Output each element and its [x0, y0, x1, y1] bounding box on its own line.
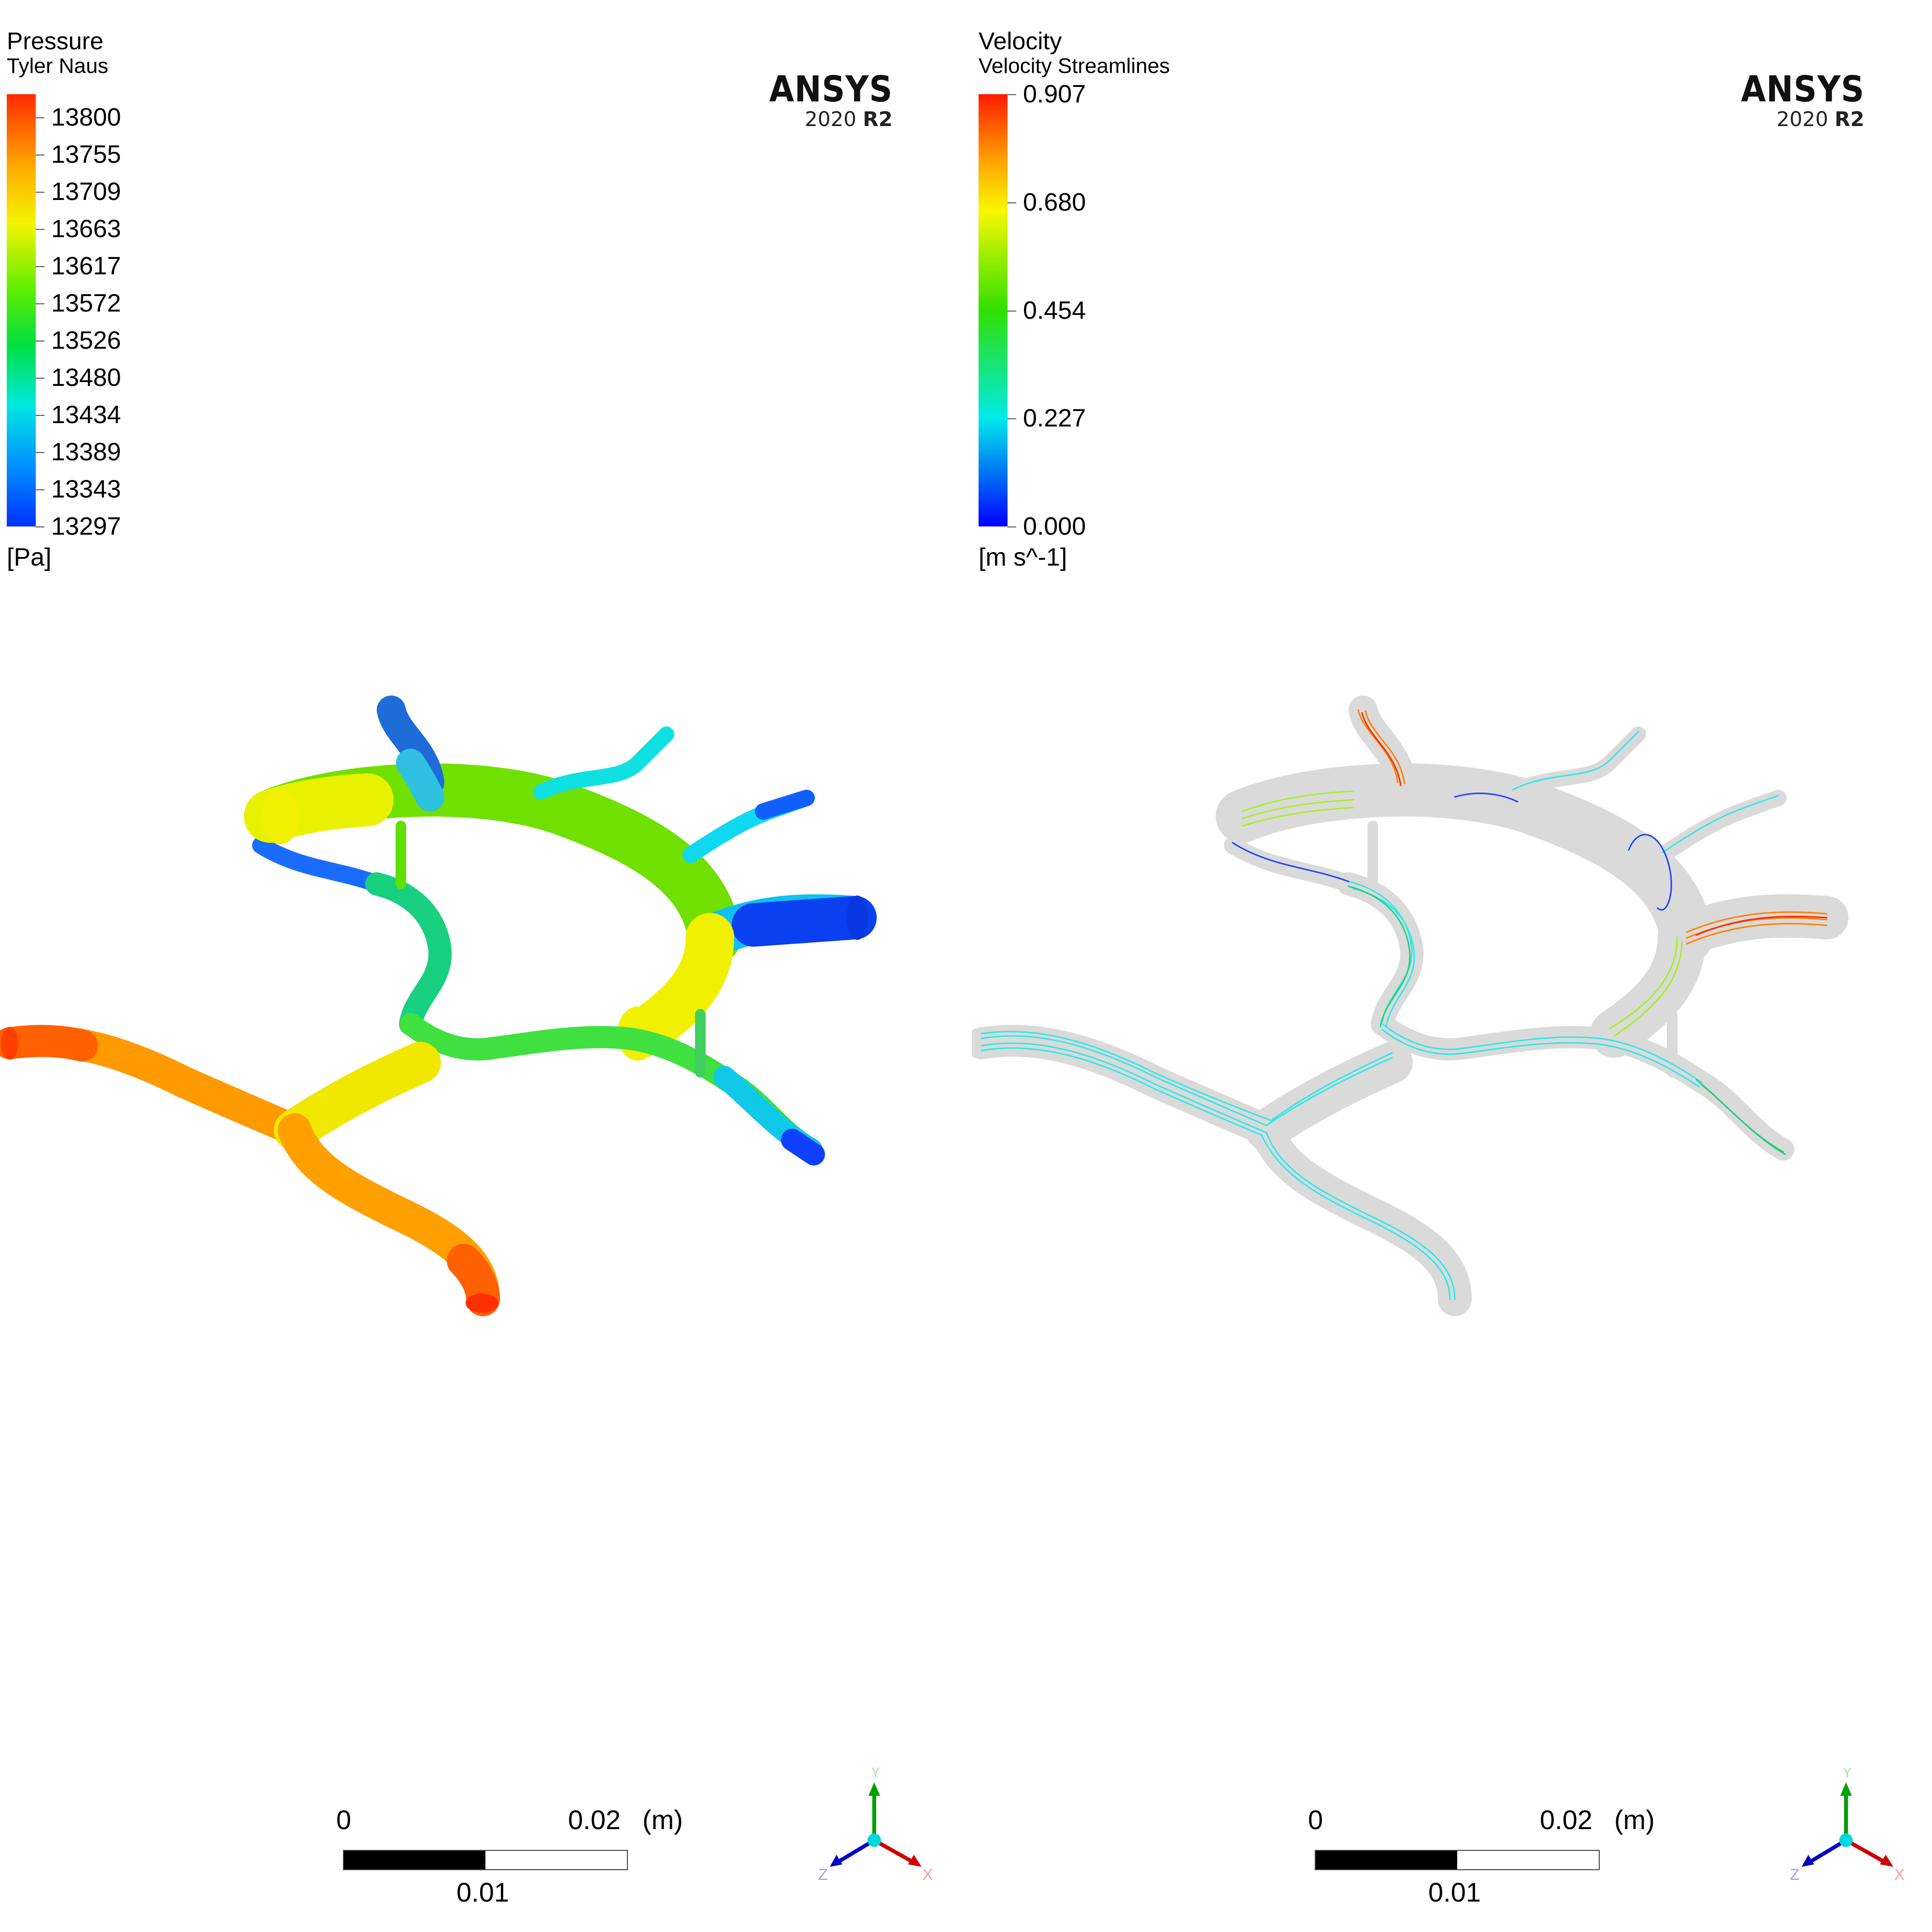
legend-tick-label: 13480 [51, 364, 121, 392]
legend-tick-mark [36, 415, 44, 416]
logo-name: ANSYS [769, 69, 893, 110]
legend-subtitle: Tyler Naus [7, 54, 109, 78]
legend-tick-label: 13663 [51, 215, 121, 243]
scale-max: 0.02 [568, 1804, 621, 1835]
legend-tick-label: 13434 [51, 401, 121, 429]
legend-tick-label: 0.454 [1023, 296, 1086, 325]
pressure-legend-ticks: 13800 13755 13709 13663 13617 13572 13526 13480… [36, 94, 161, 539]
legend-tick-mark [1008, 202, 1016, 203]
legend-tick-label: 13617 [51, 252, 121, 281]
scale-zero: 0 [1308, 1804, 1323, 1835]
triad-x-label: X [923, 1866, 933, 1883]
legend-tick-label: 13800 [51, 103, 121, 132]
triad-y-label: Y [1842, 1768, 1852, 1781]
vessel-shell [972, 696, 1848, 1316]
scale-max: 0.02 [1540, 1804, 1592, 1835]
legend-tick-mark [36, 155, 44, 156]
legend-unit: [m s^-1] [979, 543, 1067, 571]
vessel-branch-upper-left [252, 837, 385, 893]
legend-tick-mark [1008, 418, 1016, 420]
legend-tick-mark [36, 526, 44, 527]
legend-tick-label: 13526 [51, 327, 121, 355]
legend-unit: [Pa] [7, 543, 52, 571]
scale-unit: (m) [642, 1804, 683, 1835]
logo-release: R2 [1834, 107, 1864, 131]
legend-tick-mark [36, 489, 44, 491]
scale-bar-graphic [343, 1850, 628, 1870]
legend-tick-label: 0.000 [1023, 512, 1086, 540]
legend-tick-label: 13343 [51, 475, 121, 504]
scale-bar: 0 0.02 (m) 0.01 [1308, 1804, 1672, 1913]
pressure-contour-model[interactable] [0, 667, 956, 1372]
scale-unit: (m) [1614, 1804, 1655, 1835]
legend-tick-mark [36, 229, 44, 230]
vessel-descending-right [618, 913, 734, 1058]
legend-tick-label: 13389 [51, 438, 121, 467]
triad-z-label: Z [1790, 1866, 1800, 1883]
velocity-viewport[interactable]: Velocity Velocity Streamlines 0.907 0.680… [972, 0, 1932, 1932]
pressure-viewport[interactable]: Pressure Tyler Naus 13800 13755 13709 13663… [0, 0, 966, 1932]
legend-tick-label: 13709 [51, 178, 121, 206]
velocity-streamline-model[interactable] [972, 667, 1928, 1372]
logo-name: ANSYS [1741, 69, 1864, 110]
legend-tick-mark [36, 266, 44, 268]
legend-tick-mark [36, 117, 44, 119]
scale-bar: 0 0.02 (m) 0.01 [336, 1804, 700, 1913]
logo-version: 2020 [805, 107, 857, 131]
axis-triad[interactable]: Y Z X [1783, 1768, 1909, 1893]
legend-tick-mark [36, 192, 44, 193]
legend-tick-label: 0.907 [1023, 80, 1086, 108]
logo-version: 2020 [1776, 107, 1829, 131]
velocity-legend-ticks: 0.907 0.680 0.454 0.227 0.000 [1008, 82, 1133, 539]
legend-tick-label: 13755 [51, 141, 121, 169]
vessel-branch-left-mid [365, 872, 452, 1036]
legend-tick-mark [36, 452, 44, 454]
legend-tick-mark [36, 378, 44, 379]
triad-x-label: X [1894, 1866, 1904, 1883]
ansys-logo: ANSYS 2020 R2 [1727, 71, 1864, 129]
scale-zero: 0 [336, 1804, 352, 1835]
triad-z-label: Z [818, 1866, 828, 1883]
legend-title: Velocity [979, 28, 1062, 55]
legend-tick-mark [1008, 94, 1016, 95]
velocity-color-bar [979, 94, 1008, 526]
vessel-inlet-cap [261, 790, 299, 844]
axis-triad[interactable]: Y Z X [811, 1768, 937, 1893]
streamlines [980, 709, 1828, 1300]
legend-subtitle: Velocity Streamlines [979, 54, 1170, 78]
vessel-trunk [274, 1042, 441, 1151]
scale-mid: 0.01 [1428, 1877, 1481, 1907]
legend-tick-mark [1008, 526, 1016, 527]
legend-tick-label: 0.680 [1023, 188, 1086, 216]
ansys-logo: ANSYS 2020 R2 [755, 71, 893, 129]
legend-tick-label: 13572 [51, 289, 121, 318]
logo-release: R2 [863, 107, 893, 131]
scale-mid: 0.01 [456, 1877, 509, 1907]
legend-tick-mark [1008, 310, 1016, 312]
vessel-branch-top-right [533, 726, 674, 800]
triad-y-label: Y [870, 1768, 881, 1781]
scale-bar-graphic [1315, 1850, 1600, 1870]
pressure-color-bar [7, 94, 36, 526]
legend-tick-mark [36, 303, 44, 305]
legend-tick-label: 13297 [51, 512, 121, 540]
legend-tick-label: 0.227 [1023, 404, 1086, 433]
legend-title: Pressure [7, 28, 104, 55]
